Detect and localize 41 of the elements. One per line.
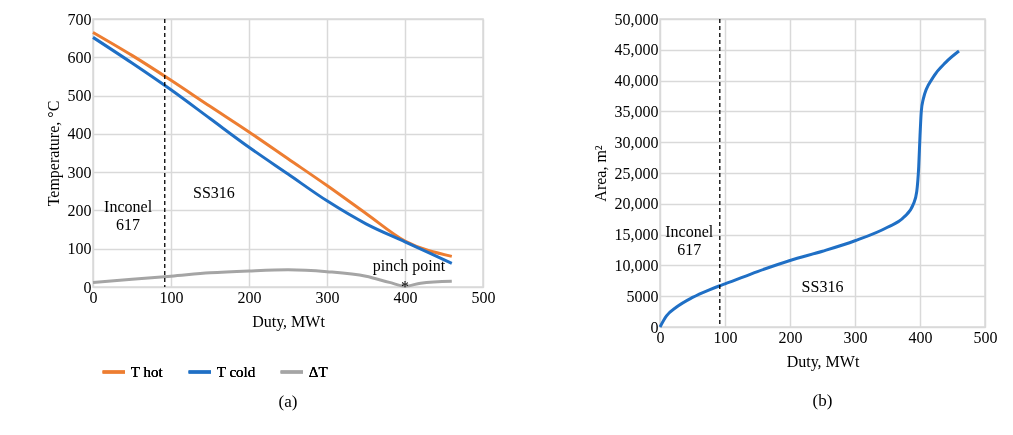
y-tick-label: 35,000 [614,102,659,120]
x-tick-label: 200 [778,328,803,346]
text: (b) [812,391,833,410]
y-tick-label: 5000 [626,287,659,305]
y-tick-label: 600 [67,48,92,66]
y-tick-label: 400 [67,125,92,143]
y-tick-label: 500 [67,87,92,105]
annotation: Inconel 617 [665,222,714,258]
y-tick-label: 40,000 [614,72,659,90]
y-tick-label: 15,000 [614,226,659,244]
x-tick-label: 400 [908,328,933,346]
y-tick-label: 45,000 [614,41,659,59]
y-axis-title: Area, m² [591,145,609,202]
y-tick-label: 100 [67,240,92,258]
y-tick-label: 200 [67,201,92,219]
y-axis-title: Temperature, °C [44,100,63,207]
x-axis-title: Duty, MWt [252,312,326,331]
legend-label: ΔT [308,364,328,380]
annotation: SS316 [193,184,235,202]
legend-label: T hot [130,364,164,380]
x-tick-label: 500 [973,328,998,346]
x-tick-label: 100 [159,288,184,306]
annotation: pinch point [372,256,446,275]
annotation: SS316 [801,277,844,295]
x-tick-label: 200 [237,288,262,306]
y-tick-label: 25,000 [614,164,659,182]
x-axis-title: Duty, MWt [786,352,860,371]
line-series [658,49,961,329]
x-tick-label: 100 [713,328,738,346]
y-tick-label: 300 [67,163,92,181]
annotation: Inconel 617 [104,197,153,233]
x-tick-label: 300 [315,288,340,306]
x-tick-label: 300 [843,328,868,346]
text: (a) [278,392,298,411]
y-tick-label: 50,000 [614,10,659,28]
y-tick-label: 700 [67,10,92,28]
y-tick-label: 30,000 [614,133,659,151]
y-tick-label: 10,000 [614,256,659,274]
y-tick-label: 20,000 [614,195,659,213]
x-tick-label: 500 [471,288,496,306]
legend-label: T cold [216,364,256,380]
